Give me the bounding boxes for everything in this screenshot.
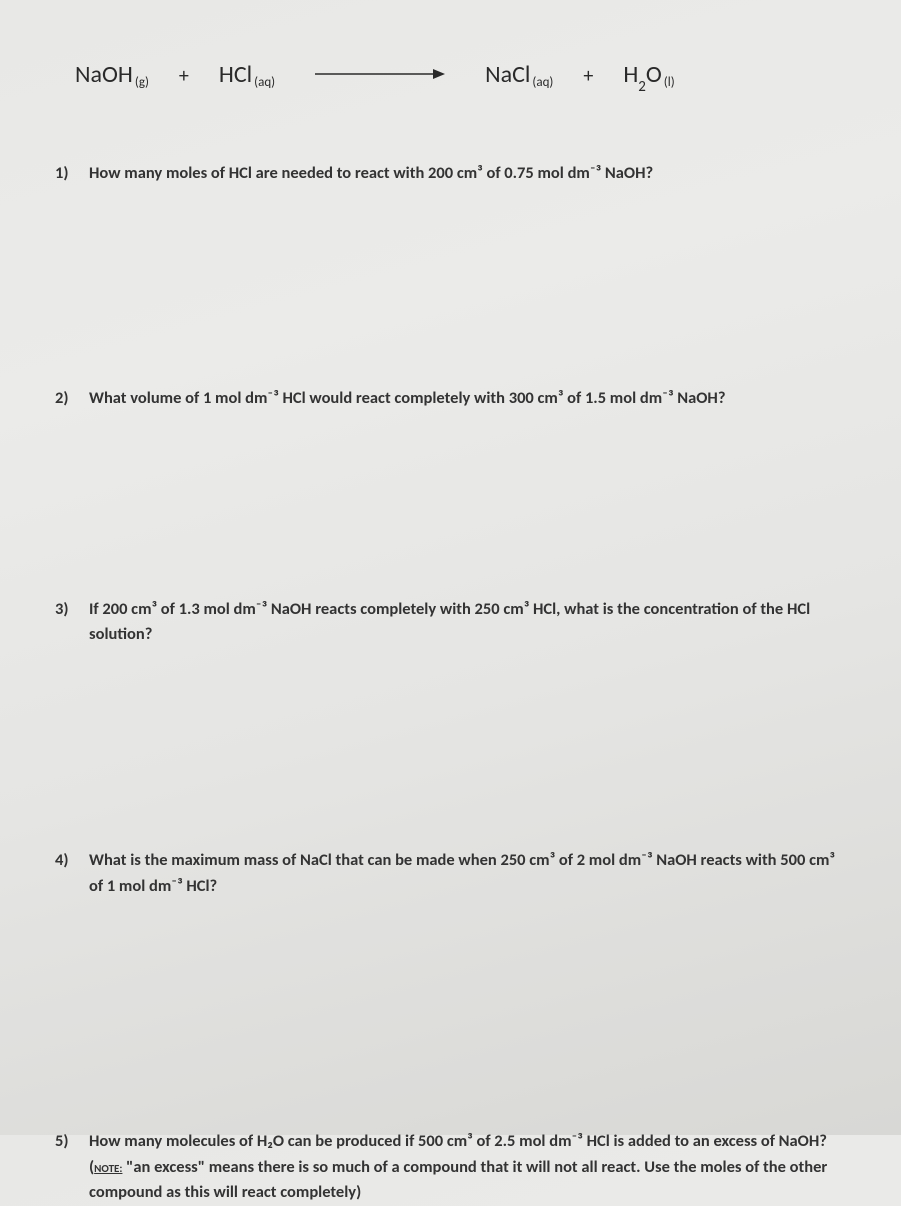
question-number: 2) [55,386,89,412]
question-text: If 200 cm³ of 1.3 mol dm⁻³ NaOH reacts c… [89,597,846,648]
question-2: 2) What volume of 1 mol dm⁻³ HCl would r… [55,386,846,412]
plus-sign: + [583,64,593,88]
question-1: 1) How many moles of HCl are needed to r… [55,161,846,187]
note-label: NOTE: [94,1162,122,1175]
question-number: 3) [55,597,89,623]
reactant-hcl: HCl (aq) [219,60,275,89]
chemical-equation: NaOH (g) + HCl (aq) NaCl (aq) + H2O (l) [75,60,846,93]
product-nacl: NaCl (aq) [485,60,553,89]
question-4: 4) What is the maximum mass of NaCl that… [55,848,846,899]
reaction-arrow-icon [315,58,445,87]
product-h2o: H2O (l) [623,60,674,93]
reactant-naoh: NaOH (g) [75,60,149,89]
question-3: 3) If 200 cm³ of 1.3 mol dm⁻³ NaOH react… [55,597,846,648]
question-text: How many moles of HCl are needed to reac… [89,161,846,187]
question-number: 5) [55,1129,89,1155]
plus-sign: + [179,64,189,88]
question-5: 5) How many molecules of H₂O can be prod… [55,1129,846,1206]
question-number: 1) [55,161,89,187]
question-text: What is the maximum mass of NaCl that ca… [89,848,846,899]
question-number: 4) [55,848,89,874]
question-text: What volume of 1 mol dm⁻³ HCl would reac… [89,386,846,412]
question-text: How many molecules of H₂O can be produce… [89,1129,846,1206]
